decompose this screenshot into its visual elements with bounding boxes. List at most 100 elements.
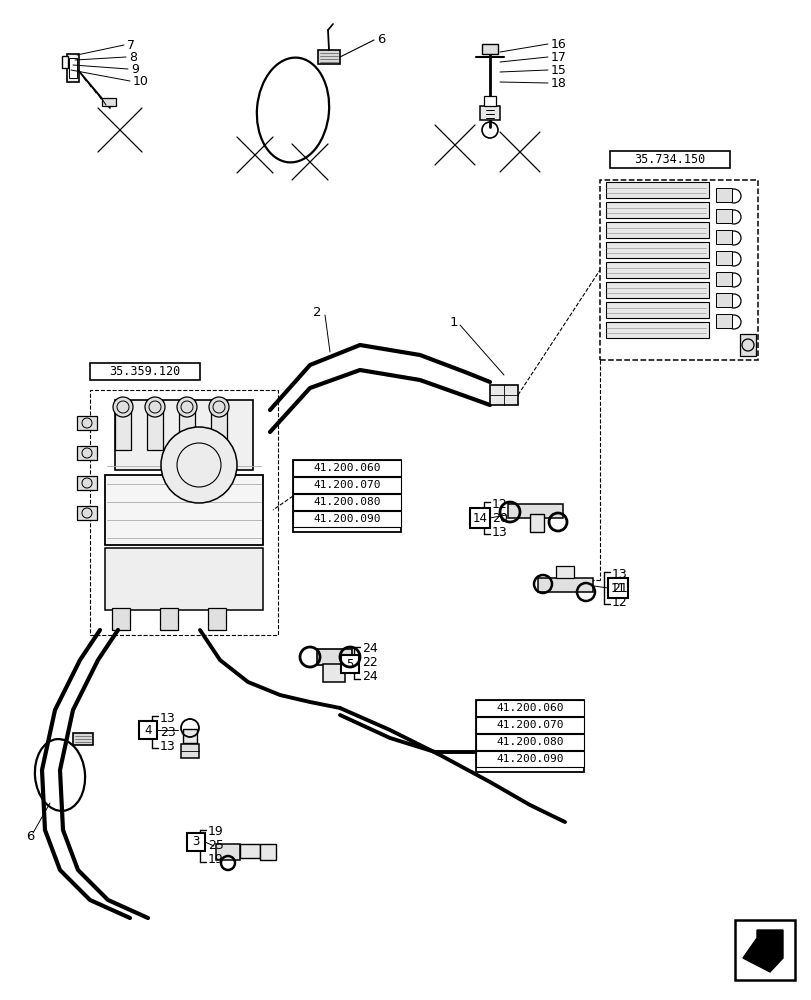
Text: 35.359.120: 35.359.120 — [109, 365, 180, 378]
Bar — [739, 334, 755, 356]
Bar — [216, 844, 240, 860]
Text: 24: 24 — [362, 642, 377, 656]
Bar — [508, 504, 562, 518]
Text: 22: 22 — [362, 656, 377, 670]
Bar — [160, 608, 178, 630]
Bar — [77, 446, 97, 460]
Text: 13: 13 — [160, 739, 175, 752]
Bar — [77, 476, 97, 490]
Text: 41.200.070: 41.200.070 — [496, 720, 563, 730]
Bar — [479, 106, 500, 120]
Text: 10: 10 — [133, 75, 148, 88]
Bar — [605, 222, 708, 238]
Text: 16: 16 — [551, 38, 566, 51]
Text: 6: 6 — [26, 830, 34, 843]
Bar — [139, 721, 157, 739]
Bar — [293, 494, 401, 510]
Bar — [105, 548, 263, 610]
Text: 24: 24 — [362, 670, 377, 684]
Text: 7: 7 — [127, 39, 135, 52]
Bar — [318, 50, 340, 64]
Bar — [102, 98, 116, 106]
Bar — [341, 655, 358, 673]
Text: 25: 25 — [208, 839, 224, 852]
Bar — [715, 209, 731, 223]
Bar — [483, 96, 496, 106]
Text: 19: 19 — [208, 825, 224, 838]
Bar — [115, 400, 131, 450]
Text: 3: 3 — [192, 835, 200, 848]
Text: 13: 13 — [160, 711, 175, 724]
Bar — [260, 844, 276, 860]
Text: 1: 1 — [449, 316, 457, 330]
Bar — [293, 477, 401, 493]
Bar — [240, 844, 260, 858]
Text: 12: 12 — [611, 595, 627, 608]
Bar — [530, 514, 543, 532]
Bar — [293, 460, 401, 532]
Bar — [607, 578, 627, 598]
Bar — [605, 242, 708, 258]
Bar — [605, 182, 708, 198]
Circle shape — [161, 427, 237, 503]
Bar — [67, 54, 79, 82]
Text: 13: 13 — [611, 568, 627, 580]
Text: 41.200.090: 41.200.090 — [313, 514, 380, 524]
Bar — [556, 566, 573, 578]
Text: 13: 13 — [491, 526, 507, 538]
Text: 41.200.060: 41.200.060 — [313, 463, 380, 473]
Text: 4: 4 — [144, 723, 152, 736]
Bar — [715, 251, 731, 265]
Bar — [475, 734, 583, 750]
Bar — [605, 202, 708, 218]
Text: 41.200.090: 41.200.090 — [496, 754, 563, 764]
Text: 6: 6 — [376, 33, 385, 46]
Bar — [715, 272, 731, 286]
Bar — [178, 400, 195, 450]
Bar — [293, 511, 401, 527]
Text: 21: 21 — [611, 582, 627, 594]
Text: 8: 8 — [129, 51, 137, 64]
Bar — [715, 188, 731, 202]
Bar — [105, 475, 263, 545]
Circle shape — [145, 397, 165, 417]
Text: 19: 19 — [208, 853, 224, 866]
Bar — [475, 751, 583, 767]
Bar — [293, 460, 401, 476]
Text: 9: 9 — [131, 63, 139, 76]
Bar — [475, 717, 583, 733]
Bar — [475, 700, 583, 716]
Text: 35.734.150: 35.734.150 — [633, 153, 705, 166]
Bar — [181, 744, 199, 758]
Text: 5: 5 — [345, 658, 354, 670]
Text: 41.200.060: 41.200.060 — [496, 703, 563, 713]
Bar — [734, 920, 794, 980]
Text: 41.200.080: 41.200.080 — [496, 737, 563, 747]
Text: 15: 15 — [551, 64, 566, 77]
Bar — [147, 400, 163, 450]
Bar — [599, 180, 757, 360]
Bar — [475, 700, 583, 772]
Bar — [73, 733, 93, 745]
Bar — [489, 385, 517, 405]
Text: 41.200.080: 41.200.080 — [313, 497, 380, 507]
Text: 12: 12 — [491, 497, 507, 510]
Bar — [323, 664, 345, 682]
Bar — [605, 282, 708, 298]
Bar — [62, 56, 68, 68]
Text: 18: 18 — [551, 77, 566, 90]
Text: 2: 2 — [313, 306, 322, 318]
Text: 41.200.070: 41.200.070 — [313, 480, 380, 490]
Bar — [715, 230, 731, 244]
Bar — [90, 363, 200, 380]
Text: 11: 11 — [610, 582, 624, 594]
Circle shape — [177, 397, 197, 417]
Bar — [715, 314, 731, 328]
Bar — [605, 262, 708, 278]
Bar — [482, 44, 497, 54]
Bar — [115, 400, 253, 470]
Bar — [715, 293, 731, 307]
Circle shape — [113, 397, 133, 417]
Bar — [470, 508, 489, 528]
Bar — [69, 58, 77, 78]
